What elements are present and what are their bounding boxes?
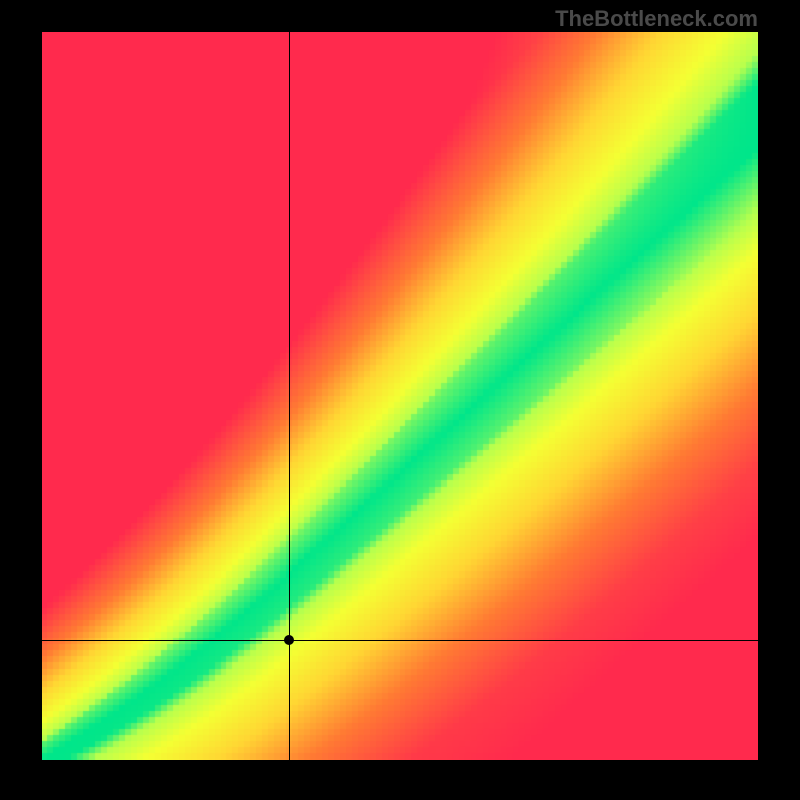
crosshair-marker <box>284 635 294 645</box>
crosshair-horizontal <box>42 640 758 641</box>
bottleneck-heatmap <box>42 32 758 760</box>
watermark-text: TheBottleneck.com <box>555 6 758 32</box>
crosshair-vertical <box>289 32 290 760</box>
plot-area <box>42 32 758 760</box>
